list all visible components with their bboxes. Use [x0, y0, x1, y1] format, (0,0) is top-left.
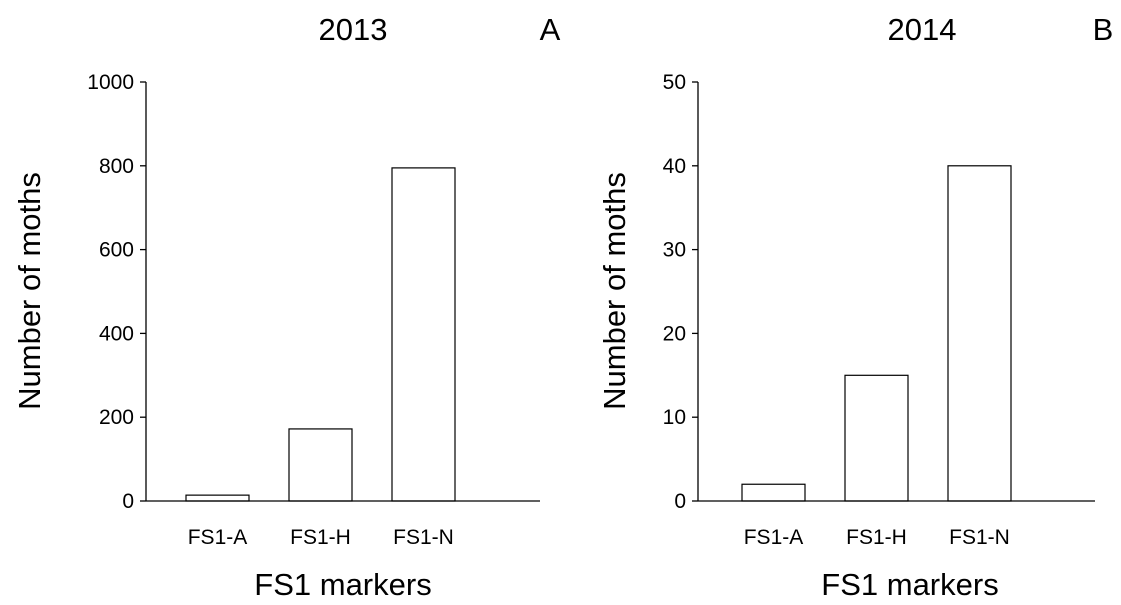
- x-tick-label: FS1-N: [949, 526, 1010, 549]
- y-tick-label: 20: [663, 322, 686, 345]
- y-tick-label: 50: [663, 71, 686, 94]
- bar-fs1-n: [947, 165, 1012, 502]
- y-tick-label: 0: [674, 490, 686, 513]
- bar-fs1-h: [288, 428, 353, 502]
- y-tick-label: 1000: [87, 71, 134, 94]
- x-tick-label: FS1-H: [846, 526, 907, 549]
- chart-title: 2013: [319, 12, 388, 47]
- panel-a: 2013 A Number of moths FS1 markers 0 200 4…: [12, 12, 561, 602]
- y-tick-label: 400: [99, 322, 134, 345]
- chart-title: 2014: [888, 12, 957, 47]
- y-axis-title: Number of moths: [12, 172, 47, 410]
- y-axis-ticks: 0 10 20 30 40 50: [663, 71, 698, 513]
- bar-fs1-a: [185, 494, 250, 502]
- x-tick-label: FS1-H: [290, 526, 351, 549]
- bar-fs1-h: [844, 374, 909, 502]
- bars: [741, 165, 1012, 502]
- panel-letter: B: [1093, 12, 1114, 47]
- y-tick-label: 200: [99, 406, 134, 429]
- bar-fs1-n: [391, 167, 456, 502]
- y-tick-label: 600: [99, 239, 134, 262]
- x-axis-title: FS1 markers: [254, 567, 431, 602]
- y-tick-label: 0: [122, 490, 134, 513]
- x-axis-ticks: FS1-A FS1-H FS1-N: [744, 526, 1010, 549]
- y-tick-label: 40: [663, 155, 686, 178]
- panel-letter: A: [540, 12, 561, 47]
- y-axis-ticks: 0 200 400 600 800 1000: [87, 71, 146, 513]
- bar-fs1-a: [741, 483, 806, 502]
- y-tick-label: 800: [99, 155, 134, 178]
- x-axis-title: FS1 markers: [821, 567, 998, 602]
- y-tick-label: 30: [663, 239, 686, 262]
- y-tick-label: 10: [663, 406, 686, 429]
- x-tick-label: FS1-N: [393, 526, 454, 549]
- x-tick-label: FS1-A: [744, 526, 804, 549]
- x-axis-ticks: FS1-A FS1-H FS1-N: [188, 526, 454, 549]
- y-axis-title: Number of moths: [597, 172, 632, 410]
- bars: [185, 167, 456, 502]
- x-tick-label: FS1-A: [188, 526, 248, 549]
- panel-b: 2014 B Number of moths FS1 markers 0 10 20…: [597, 12, 1113, 602]
